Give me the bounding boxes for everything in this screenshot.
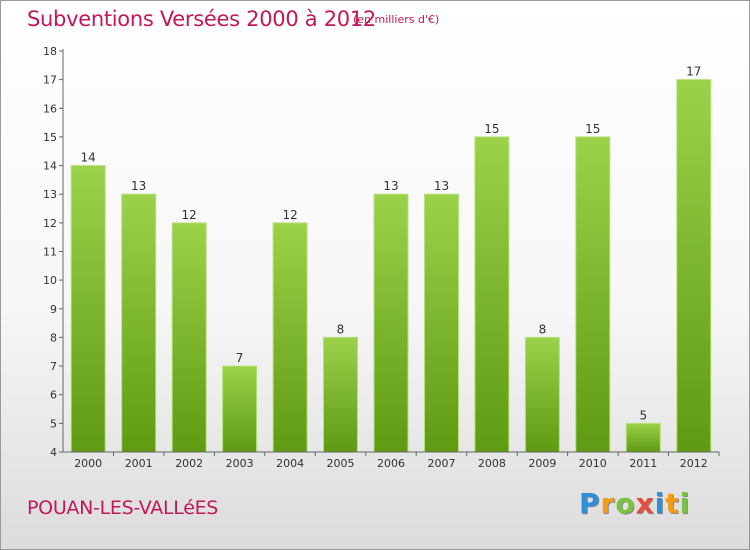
bar	[222, 365, 258, 453]
x-tick-label: 2012	[680, 457, 708, 470]
bar-value-label: 13	[383, 179, 398, 193]
y-tick-label: 10	[43, 274, 57, 287]
bar	[171, 222, 207, 453]
y-tick-label: 12	[43, 217, 57, 230]
x-tick-label: 2000	[74, 457, 102, 470]
x-tick-label: 2002	[175, 457, 203, 470]
logo-letter: i	[679, 487, 691, 520]
bar	[373, 193, 409, 453]
logo-letter: o	[615, 487, 636, 520]
bar	[524, 336, 560, 453]
bar-value-label: 14	[81, 151, 96, 165]
bar	[676, 79, 712, 453]
bar-value-label: 7	[236, 351, 244, 365]
bar	[323, 336, 358, 453]
y-tick-label: 8	[50, 331, 57, 344]
y-tick-label: 6	[50, 389, 57, 402]
y-tick-label: 11	[43, 246, 57, 259]
y-tick-label: 14	[43, 160, 57, 173]
x-tick-label: 2010	[579, 457, 607, 470]
bar	[625, 422, 661, 453]
logo-letter: i	[654, 487, 666, 520]
x-tick-label: 2003	[226, 457, 254, 470]
x-tick-label: 2001	[125, 457, 153, 470]
bar-value-label: 13	[434, 179, 449, 193]
y-tick-label: 13	[43, 188, 57, 201]
y-tick-label: 18	[43, 45, 57, 58]
y-tick-label: 4	[50, 446, 57, 459]
logo-letter: P	[579, 487, 601, 520]
bar-value-label: 12	[182, 208, 197, 222]
bar	[575, 136, 611, 453]
proxiti-logo: Proxiti	[579, 487, 690, 520]
logo-letter: x	[635, 487, 655, 520]
x-tick-label: 2005	[327, 457, 355, 470]
y-tick-label: 9	[50, 303, 57, 316]
y-tick-label: 5	[50, 417, 57, 430]
bar	[70, 165, 106, 453]
bar-value-label: 8	[337, 322, 345, 336]
bar-value-label: 5	[639, 408, 647, 422]
x-tick-label: 2008	[478, 457, 506, 470]
logo-letter: r	[600, 487, 616, 520]
bar	[474, 136, 510, 453]
y-tick-label: 15	[43, 131, 57, 144]
x-tick-label: 2006	[377, 457, 405, 470]
bar-value-label: 15	[585, 122, 600, 136]
x-tick-label: 2004	[276, 457, 304, 470]
bar-value-label: 12	[282, 208, 297, 222]
logo-letter: t	[665, 487, 680, 520]
bar	[424, 193, 459, 453]
chart-title: Subventions Versées 2000 à 2012	[27, 7, 376, 31]
bar-value-label: 13	[131, 179, 146, 193]
bar-value-label: 17	[686, 65, 701, 79]
x-tick-label: 2007	[428, 457, 456, 470]
x-tick-label: 2011	[629, 457, 657, 470]
commune-name: POUAN-LES-VALLéES	[27, 497, 219, 519]
bar-value-label: 8	[539, 322, 547, 336]
chart-unit-label: (en milliers d'€)	[353, 13, 440, 26]
bar	[121, 193, 157, 453]
x-tick-label: 2009	[528, 457, 556, 470]
bar	[272, 222, 308, 453]
y-tick-label: 16	[43, 102, 57, 115]
y-tick-label: 7	[50, 360, 57, 373]
bar-value-label: 15	[484, 122, 499, 136]
y-tick-label: 17	[43, 74, 57, 87]
